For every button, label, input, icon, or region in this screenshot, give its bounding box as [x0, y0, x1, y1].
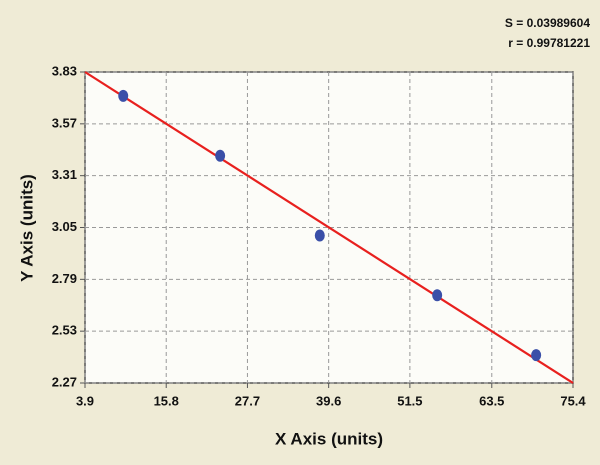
data-point: [118, 89, 129, 102]
data-point: [531, 349, 542, 362]
annotation: S = 0.03989604: [505, 16, 590, 30]
x-tick-label: 75.4: [560, 393, 586, 408]
x-tick-label: 63.5: [479, 393, 504, 408]
x-tick-label: 27.7: [235, 393, 260, 408]
data-point: [215, 149, 226, 162]
y-tick-label: 2.27: [52, 374, 77, 389]
y-axis-title: Y Axis (units): [17, 174, 36, 282]
y-tick-label: 2.53: [52, 323, 77, 338]
y-tick-label: 3.05: [52, 219, 77, 234]
x-tick-label: 39.6: [316, 393, 341, 408]
fit-line: [84, 71, 574, 384]
data-point: [432, 289, 443, 302]
data-point: [314, 229, 325, 242]
y-tick-label: 2.79: [52, 271, 77, 286]
x-axis-title: X Axis (units): [275, 429, 383, 448]
x-tick-label: 15.8: [154, 393, 179, 408]
y-tick-label: 3.31: [52, 167, 77, 182]
x-tick-label: 3.9: [76, 393, 94, 408]
y-tick-label: 3.57: [52, 115, 77, 130]
x-tick-label: 51.5: [397, 393, 422, 408]
y-tick-label: 3.83: [52, 63, 77, 78]
annotation: r = 0.99781221: [508, 36, 590, 50]
